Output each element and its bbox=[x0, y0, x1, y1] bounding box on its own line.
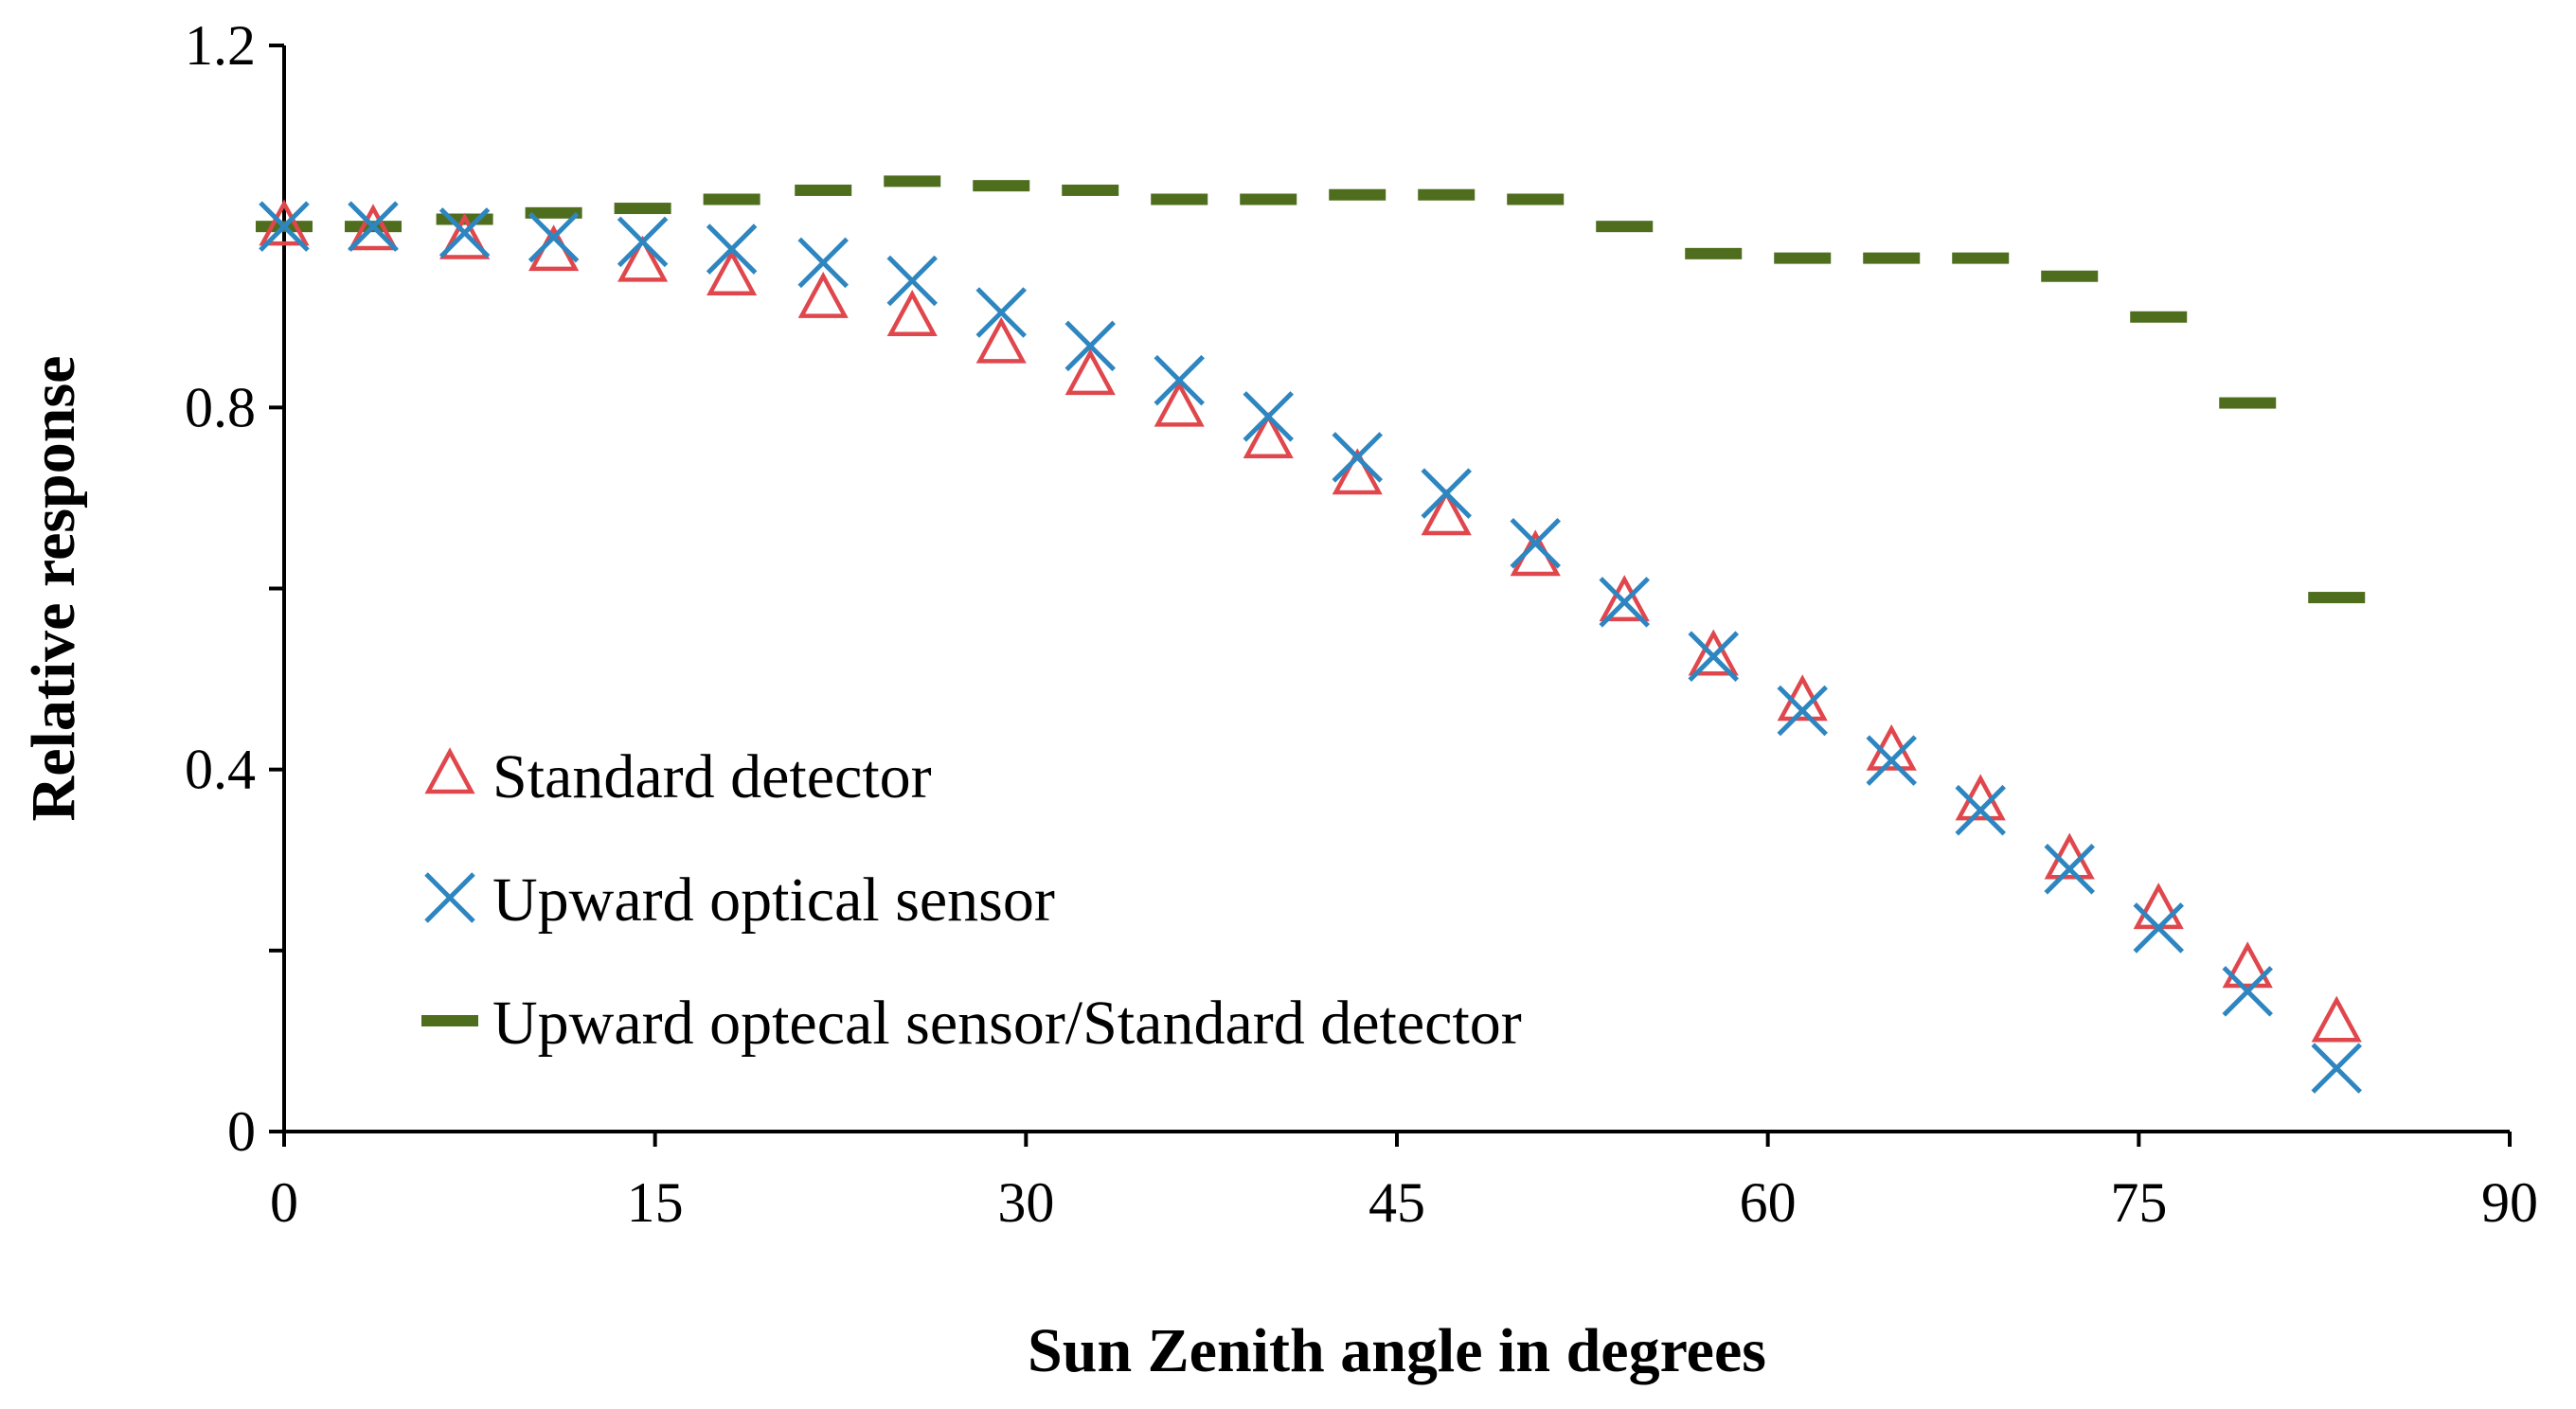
data-point bbox=[886, 255, 938, 307]
data-point bbox=[2222, 966, 2273, 1017]
data-point bbox=[975, 287, 1027, 338]
x-tick-label: 0 bbox=[270, 1171, 298, 1234]
data-point bbox=[1332, 448, 1383, 495]
data-point bbox=[1685, 247, 1743, 259]
data-point bbox=[1243, 391, 1294, 442]
data-point bbox=[1777, 685, 1828, 737]
data-point bbox=[259, 201, 310, 252]
data-point bbox=[528, 211, 580, 263]
data-point bbox=[2308, 592, 2366, 604]
data-point bbox=[1418, 188, 1476, 201]
y-tick-label: 1.2 bbox=[185, 14, 256, 77]
data-point bbox=[1599, 577, 1650, 628]
data-point bbox=[2041, 270, 2099, 282]
data-point bbox=[1064, 348, 1116, 396]
data-point bbox=[2219, 397, 2277, 409]
y-tick-label: 0.4 bbox=[185, 739, 256, 801]
data-point bbox=[1688, 629, 1739, 676]
data-point bbox=[797, 237, 849, 289]
data-point bbox=[1952, 252, 2010, 264]
data-point bbox=[2130, 311, 2188, 323]
x-tick-label: 75 bbox=[2110, 1171, 2167, 1234]
data-point bbox=[525, 206, 582, 219]
data-point bbox=[438, 207, 491, 259]
data-point bbox=[1329, 188, 1386, 201]
data-point bbox=[975, 316, 1027, 364]
legend-label: Standard detector bbox=[492, 742, 932, 812]
legend-entry: Standard detector bbox=[424, 742, 932, 812]
data-point bbox=[1507, 193, 1565, 205]
x-tick-label: 90 bbox=[2481, 1171, 2538, 1234]
data-point bbox=[259, 199, 310, 246]
data-point bbox=[2044, 844, 2095, 895]
x-tick-label: 15 bbox=[627, 1171, 684, 1234]
data-point bbox=[1596, 221, 1654, 233]
data-point bbox=[1064, 320, 1116, 372]
data-point bbox=[1955, 784, 2006, 836]
y-tick-label: 0.8 bbox=[185, 376, 256, 438]
data-point bbox=[706, 223, 758, 275]
data-point bbox=[1243, 412, 1294, 459]
data-point bbox=[1774, 252, 1832, 264]
data-point bbox=[2311, 1043, 2362, 1094]
x-tick-label: 30 bbox=[997, 1171, 1054, 1234]
data-point bbox=[348, 201, 399, 252]
legend: Standard detector Upward optical sensor Up… bbox=[421, 742, 1522, 1058]
data-point bbox=[1421, 489, 1472, 536]
legend-entry: Upward optecal sensor/Standard detector bbox=[421, 989, 1522, 1058]
legend-label: Upward optical sensor bbox=[492, 865, 1055, 935]
data-point bbox=[1062, 184, 1119, 196]
data-point bbox=[617, 235, 669, 282]
marks bbox=[256, 175, 2366, 1094]
data-point bbox=[1599, 575, 1650, 622]
data-point bbox=[348, 204, 399, 251]
data-point bbox=[1866, 735, 1917, 786]
data-point bbox=[2133, 883, 2184, 930]
data-point bbox=[1863, 252, 1921, 264]
series-2 bbox=[256, 175, 2366, 604]
legend-label: Upward optecal sensor/Standard detector bbox=[492, 989, 1522, 1058]
y-axis-title: Relative response bbox=[19, 356, 88, 822]
legend-marker bbox=[421, 1015, 478, 1026]
data-point bbox=[614, 203, 671, 215]
data-point bbox=[1421, 468, 1472, 519]
legend-entry: Upward optical sensor bbox=[424, 865, 1055, 935]
data-point bbox=[1688, 631, 1739, 682]
data-point bbox=[884, 175, 941, 187]
data-point bbox=[1151, 193, 1208, 205]
data-point bbox=[2222, 941, 2273, 989]
data-point bbox=[703, 193, 760, 205]
legend-marker bbox=[424, 747, 475, 794]
x-axis-title: Sun Zenith angle in degrees bbox=[1028, 1316, 1766, 1385]
data-point bbox=[2133, 902, 2184, 954]
legend-marker bbox=[424, 872, 475, 923]
data-point bbox=[707, 249, 758, 295]
data-point bbox=[1154, 354, 1205, 406]
data-point bbox=[617, 216, 669, 268]
data-point bbox=[1510, 517, 1561, 569]
data-point bbox=[886, 290, 938, 336]
data-point bbox=[973, 180, 1030, 192]
data-point bbox=[797, 271, 849, 318]
data-point bbox=[795, 184, 852, 196]
x-tick-label: 60 bbox=[1740, 1171, 1797, 1234]
y-tick-label: 0 bbox=[227, 1100, 256, 1163]
series-1 bbox=[259, 201, 2362, 1094]
data-point bbox=[1332, 432, 1383, 483]
data-point bbox=[1240, 193, 1297, 205]
data-point bbox=[1154, 380, 1205, 427]
data-point bbox=[439, 212, 491, 259]
x-tick-label: 45 bbox=[1368, 1171, 1425, 1234]
data-point bbox=[2311, 995, 2362, 1043]
axes: 0 0.4 0.8 1.2 0 15 30 45 60 75 90 bbox=[185, 14, 2538, 1234]
